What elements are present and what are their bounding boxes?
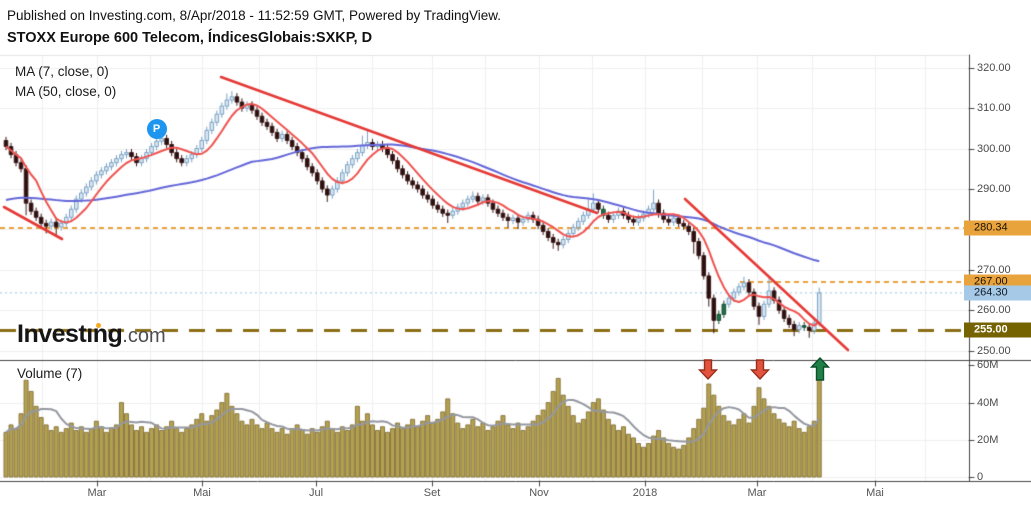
time-tick-label: 2018 (632, 487, 658, 499)
sell-signal-arrow-icon (697, 359, 719, 381)
time-tick-label: Mai (866, 487, 884, 499)
ma50-legend-label: MA (50, close, 0) (15, 84, 117, 99)
time-tick-label: Nov (529, 487, 549, 499)
p-event-marker-icon: P (146, 119, 167, 139)
time-tick-label: Mar (747, 487, 767, 499)
price-level-badge: 255.00 (964, 322, 1031, 338)
time-tick-label: Mar (87, 487, 107, 499)
volume-tick-label: 0 (977, 471, 984, 483)
buy-signal-arrow-icon (809, 356, 831, 381)
volume-legend-label: Volume (7) (17, 366, 83, 381)
time-tick-label: Jul (308, 487, 324, 499)
price-tick-label: 250.00 (977, 344, 1011, 357)
indicator-legend: MA (7, close, 0) MA (50, close, 0) (15, 62, 116, 102)
price-level-badge: 264.30 (964, 285, 1031, 301)
watermark-text: Investıng (17, 320, 123, 348)
sell-signal-arrow-icon (749, 359, 771, 381)
investing-watermark-logo: Investıng.com (17, 320, 166, 348)
volume-tick-label: 20M (977, 433, 999, 446)
ma7-legend-label: MA (7, close, 0) (15, 64, 109, 79)
price-tick-label: 320.00 (977, 61, 1011, 74)
price-level-badge: 280.34 (964, 220, 1031, 236)
price-tick-label: 290.00 (977, 182, 1011, 195)
time-tick-label: Mai (193, 487, 211, 499)
published-line: Published on Investing.com, 8/Apr/2018 -… (7, 8, 502, 23)
chart-title: STOXX Europe 600 Telecom, ÍndicesGlobais… (7, 30, 373, 46)
volume-tick-label: 40M (977, 396, 999, 409)
volume-tick-label: 60M (977, 359, 999, 372)
price-tick-label: 260.00 (977, 304, 1011, 317)
price-tick-label: 270.00 (977, 263, 1011, 276)
watermark-orange-dot-icon (96, 323, 101, 328)
price-tick-label: 310.00 (977, 102, 1011, 115)
price-tick-label: 300.00 (977, 142, 1011, 155)
time-tick-label: Set (423, 487, 441, 499)
